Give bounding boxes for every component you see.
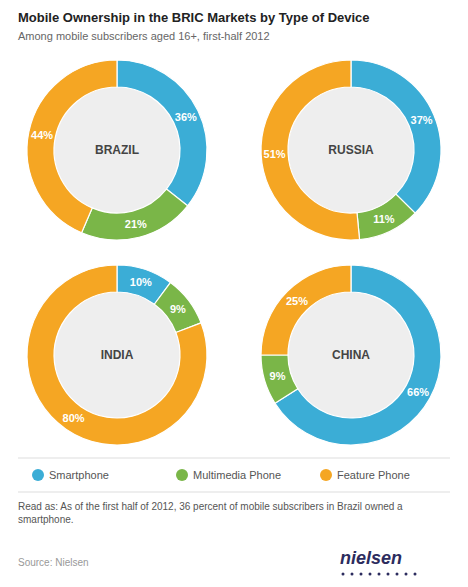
legend-label: Smartphone: [49, 469, 109, 481]
chart: Mobile Ownership in the BRIC Markets by …: [0, 0, 468, 587]
donut: 66% 9% 25% CHINA: [261, 265, 441, 445]
donut: 37% 11% 51% RUSSIA: [261, 60, 441, 240]
pie-title: INDIA: [101, 348, 134, 362]
slice: [82, 189, 188, 240]
donut-center: [54, 87, 180, 213]
logo-dot: [378, 573, 381, 576]
subtitle: Among mobile subscribers aged 16+, first…: [18, 30, 270, 42]
logo-dot: [387, 573, 390, 576]
annotation: Read as: As of the first half of 2012, 3…: [18, 501, 403, 525]
data-label: 9%: [270, 370, 286, 382]
data-label: 10%: [130, 276, 152, 288]
legend-item: Multimedia Phone: [176, 469, 281, 481]
slices: [261, 60, 441, 240]
pie-title: CHINA: [332, 348, 370, 362]
logo-dots: [342, 573, 417, 576]
slice: [27, 265, 207, 445]
logo-dot: [396, 573, 399, 576]
slice: [357, 194, 415, 239]
separator: [18, 492, 450, 493]
legend-label: Feature Phone: [337, 469, 410, 481]
data-label: 36%: [175, 111, 197, 123]
donut-center: [288, 292, 414, 418]
logo-dot: [351, 573, 354, 576]
slices: [27, 60, 207, 240]
slice: [261, 265, 351, 355]
pie-title: BRAZIL: [95, 143, 139, 157]
pie-title: RUSSIA: [328, 143, 374, 157]
data-label: 44%: [31, 129, 53, 141]
donut-center: [288, 87, 414, 213]
slice: [261, 355, 298, 403]
logo-dot: [360, 573, 363, 576]
data-label: 51%: [264, 148, 286, 160]
legend-swatch: [176, 469, 188, 481]
data-label: 80%: [63, 412, 85, 424]
legend-swatch: [320, 469, 332, 481]
data-label: 66%: [407, 386, 429, 398]
legend-item: Smartphone: [32, 469, 109, 481]
data-label: 37%: [411, 114, 433, 126]
slice: [117, 60, 207, 206]
data-label: 25%: [286, 295, 308, 307]
donut: 10% 9% 80% INDIA: [27, 265, 207, 445]
legend-swatch: [32, 469, 44, 481]
donut: 36% 21% 44% BRAZIL: [27, 60, 207, 240]
logo-dot: [342, 573, 345, 576]
title: Mobile Ownership in the BRIC Markets by …: [18, 10, 370, 25]
logo-dot: [405, 573, 408, 576]
legend-item: Feature Phone: [320, 469, 410, 481]
data-label: 11%: [373, 213, 395, 225]
slice: [351, 60, 441, 213]
legend: Smartphone Multimedia Phone Feature Phone: [32, 469, 410, 481]
legend-label: Multimedia Phone: [193, 469, 281, 481]
logo-dot: [414, 573, 417, 576]
data-label: 21%: [125, 218, 147, 230]
logo: nielsen: [340, 548, 402, 568]
data-label: 9%: [170, 303, 186, 315]
separator: [18, 458, 450, 459]
donut-center: [54, 292, 180, 418]
source: Source: Nielsen: [18, 557, 89, 568]
logo-dot: [369, 573, 372, 576]
slices: [261, 265, 441, 445]
slices: [27, 265, 207, 445]
